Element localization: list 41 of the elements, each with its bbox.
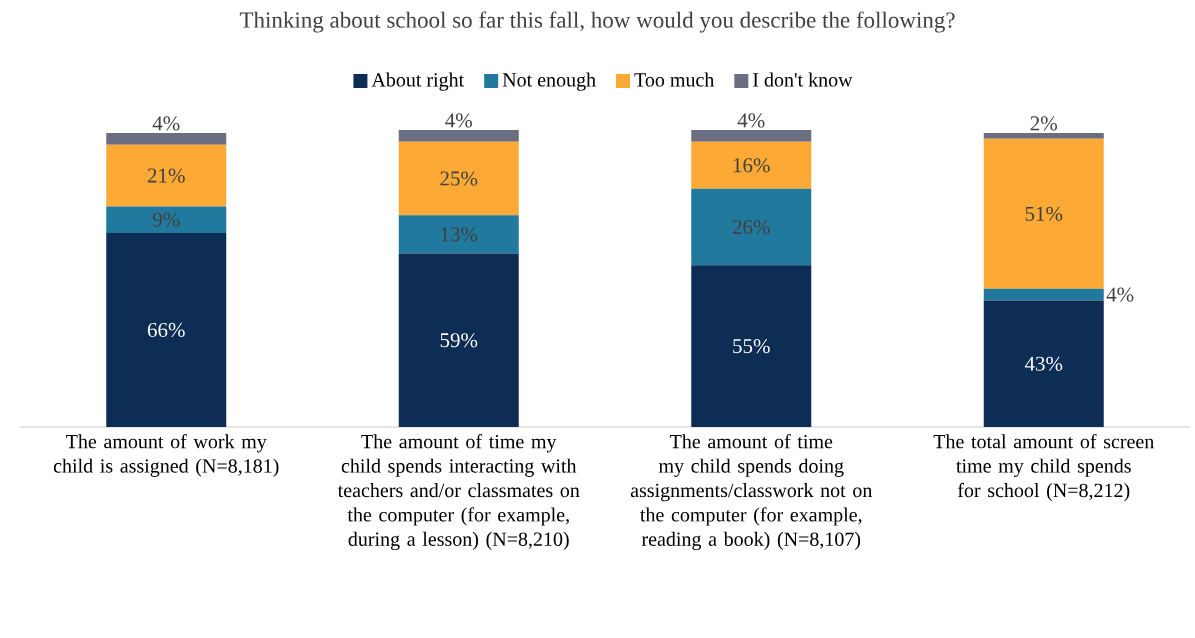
- x-tick-label: The total amount of screen time my child spends for school (N=8,212): [933, 434, 1154, 502]
- bar: [106, 144, 227, 207]
- data-label: 26%: [732, 219, 770, 235]
- data-label: 13%: [441, 227, 478, 242]
- legend-label: Not enough: [502, 72, 596, 91]
- bar: [691, 130, 812, 142]
- data-label: 25%: [440, 171, 478, 186]
- bar: [106, 206, 227, 233]
- data-label: 51%: [1025, 206, 1063, 221]
- bar: [983, 132, 1104, 139]
- data-label: 4%: [1106, 287, 1134, 302]
- bar: [398, 215, 519, 254]
- bar: [983, 288, 1104, 301]
- data-label: 4%: [152, 116, 180, 131]
- bar: [398, 130, 519, 142]
- bar: [691, 141, 812, 189]
- data-label: 66%: [147, 322, 185, 338]
- data-label: 4%: [445, 113, 473, 128]
- bar: [106, 232, 227, 428]
- chart-title: Thinking about school so far this fall, how would you describe the following?: [239, 11, 955, 33]
- x-tick-label: The amount of time my child spends interacting with teachers and/or classmates on the computer (for example, during a lesson) (N=8,210): [337, 434, 580, 551]
- data-label: 16%: [733, 158, 770, 173]
- data-label: 2%: [1030, 116, 1058, 131]
- bar: [106, 132, 227, 145]
- data-label: 59%: [440, 333, 478, 348]
- legend-label: Too much: [634, 72, 715, 87]
- legend-label: I don't know: [753, 72, 853, 87]
- bar: [983, 138, 1104, 289]
- data-label: 4%: [737, 113, 765, 128]
- data-label: 43%: [1024, 356, 1063, 371]
- data-label: 9%: [152, 212, 180, 227]
- x-tick-label: The amount of time my child spends doing assignments/classwork not on the computer (for example, reading a book) (N=8,107): [630, 434, 873, 551]
- legend-label: About right: [371, 72, 465, 91]
- bar: [691, 188, 812, 266]
- bar: [691, 265, 812, 428]
- bar: [398, 141, 519, 216]
- data-label: 55%: [733, 339, 770, 354]
- data-label: 21%: [147, 168, 185, 183]
- x-tick-label: The amount of work my child is assigned (N=8,181): [53, 434, 279, 477]
- bar: [983, 300, 1104, 428]
- bar: [398, 253, 519, 428]
